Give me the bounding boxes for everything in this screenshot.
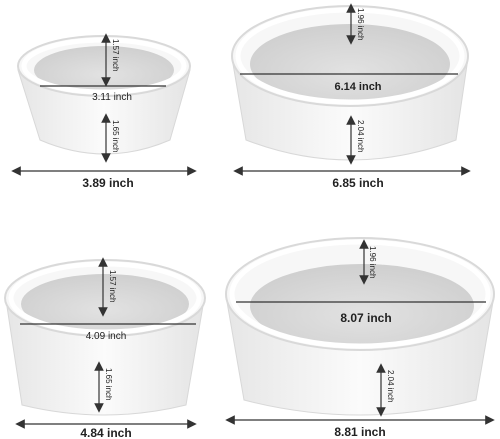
large-shallow-bowl-top-height: 1.96 inch	[356, 8, 365, 40]
large-shallow-bowl-bottom-height: 2.04 inch	[356, 120, 365, 152]
extra-large-bowl-outer-width: 8.81 inch	[334, 425, 385, 439]
large-shallow-bowl: 1.96 inch 6.14 inch 2.04 inch 6.85 inch	[231, 3, 471, 190]
small-bowl: 1.57 inch 3.11 inch 1.65 inch 3.89 inch	[11, 33, 197, 190]
extra-large-bowl-bottom-height: 2.04 inch	[386, 370, 395, 402]
medium-bowl-inner-diameter: 4.09 inch	[86, 331, 127, 342]
medium-bowl: 1.57 inch 4.09 inch 1.65 inch 4.84 inch	[4, 257, 206, 439]
small-bowl-bottom-height: 1.65 inch	[111, 120, 120, 152]
small-bowl-inner-diameter: 3.11 inch	[92, 92, 132, 103]
extra-large-bowl: 1.96 inch 8.07 inch 2.04 inch 8.81 inch	[225, 237, 495, 439]
extra-large-bowl-top-height: 1.96 inch	[368, 246, 377, 278]
extra-large-bowl-inner-diameter: 8.07 inch	[340, 311, 391, 325]
large-shallow-bowl-outer-width: 6.85 inch	[332, 176, 383, 190]
medium-bowl-outer-width: 4.84 inch	[80, 426, 131, 439]
medium-bowl-top-height: 1.57 inch	[108, 270, 117, 302]
small-bowl-top-height: 1.57 inch	[111, 39, 120, 71]
large-shallow-bowl-inner-diameter: 6.14 inch	[334, 81, 381, 93]
medium-bowl-bottom-height: 1.65 inch	[104, 368, 113, 400]
small-bowl-outer-width: 3.89 inch	[82, 176, 133, 190]
